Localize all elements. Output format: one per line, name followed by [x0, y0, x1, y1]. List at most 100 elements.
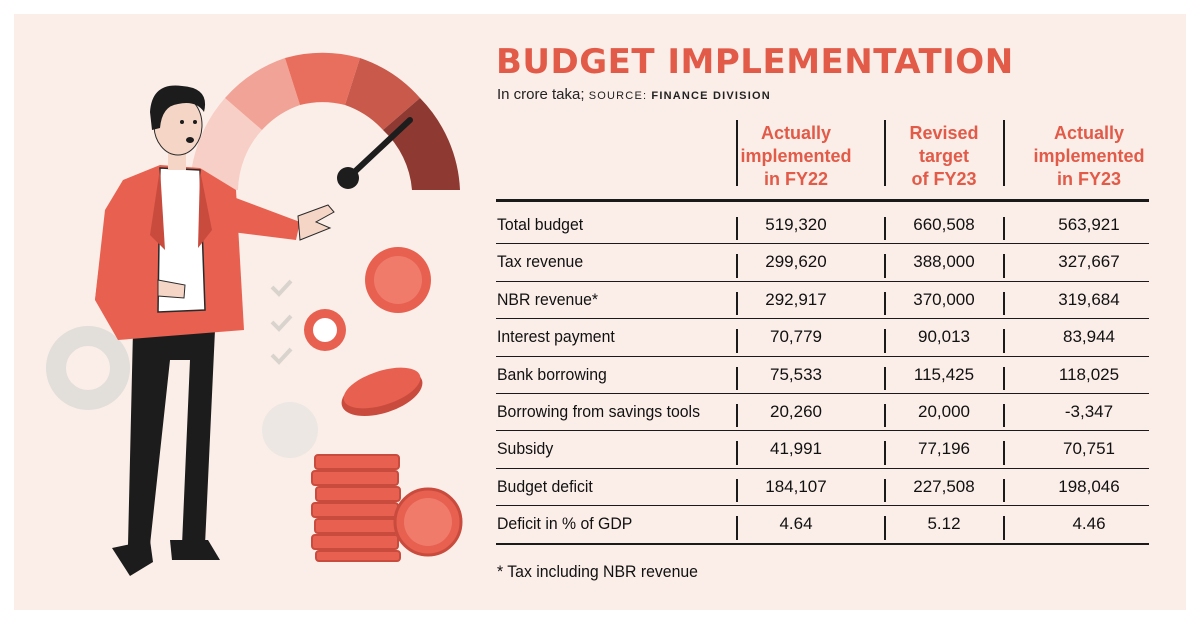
table-cell: 118,025: [1058, 364, 1120, 384]
column-header: Actually implemented in FY23: [1019, 122, 1159, 191]
table-cell: 115,425: [913, 364, 975, 384]
row-divider: [496, 355, 1149, 357]
column-header: Actually implemented in FY22: [726, 122, 866, 191]
column-divider-segment: [1003, 217, 1005, 241]
header-divider: [736, 120, 738, 186]
table-cell: 4.64: [779, 514, 813, 534]
decor-circle-icon: [262, 402, 318, 458]
column-divider-segment: [1003, 478, 1005, 503]
table-cell: 20,260: [770, 402, 822, 421]
column-divider-segment: [736, 366, 738, 390]
column-divider-segment: [884, 291, 886, 316]
column-divider: [884, 211, 886, 540]
table-cell: 563,921: [1058, 215, 1120, 234]
table-cell: 388,000: [913, 252, 975, 272]
decor-ring-icon: [46, 326, 130, 410]
column-divider: [1003, 211, 1005, 540]
column-divider-segment: [884, 329, 886, 353]
column-divider-segment: [736, 404, 738, 428]
column-divider-segment: [1003, 254, 1005, 278]
table-cell: 41,991: [770, 439, 822, 459]
row-divider: [496, 243, 1149, 245]
table-row-label: Borrowing from savings tools: [497, 402, 700, 421]
table-row-label: Bank borrowing: [497, 364, 607, 384]
table-cell: 370,000: [913, 289, 975, 309]
table-row-label: NBR revenue*: [497, 289, 599, 309]
table-row-label: Total budget: [497, 215, 584, 234]
table-cell: 660,508: [913, 215, 975, 234]
table-cell: 5.12: [927, 514, 961, 534]
table-row-label: Budget deficit: [497, 476, 593, 496]
column-divider-segment: [884, 478, 886, 503]
table-cell: 319,684: [1058, 289, 1120, 309]
presenter-illustration: [46, 52, 463, 576]
row-divider: [496, 467, 1149, 469]
column-divider-segment: [1003, 366, 1005, 390]
column-divider-segment: [736, 217, 738, 241]
column-divider-segment: [1003, 516, 1005, 540]
column-header-line: Actually: [1053, 123, 1125, 143]
table-row-label: Subsidy: [497, 439, 554, 459]
column-divider-segment: [884, 441, 886, 465]
header-divider: [1003, 120, 1005, 186]
row-divider: [496, 542, 1149, 545]
row-divider: [496, 430, 1149, 432]
table-row-label: Interest payment: [497, 327, 615, 347]
table-cell: 75,533: [770, 364, 822, 384]
column-divider-segment: [884, 217, 886, 241]
column-header-line: of FY23: [911, 169, 977, 189]
table-cell: 327,667: [1058, 252, 1120, 272]
column-header-line: Actually: [760, 123, 832, 143]
column-header-line: in FY23: [1056, 169, 1122, 189]
column-divider-segment: [884, 366, 886, 390]
table-row-label: Deficit in % of GDP: [497, 514, 633, 534]
row-divider: [496, 505, 1149, 507]
table-cell: 70,779: [770, 327, 822, 347]
table-cell: 4.46: [1072, 514, 1106, 534]
column-header: Revised target of FY23: [884, 122, 1004, 191]
header-rule: [496, 199, 1149, 202]
source-value: FINANCE DIVISION: [651, 90, 771, 102]
column-divider-segment: [736, 254, 738, 278]
table-cell: 83,944: [1063, 327, 1115, 347]
checkmark-icons: [270, 279, 293, 365]
table-cell: 227,508: [913, 476, 975, 496]
column-divider-segment: [736, 478, 738, 503]
footnote: * Tax including NBR revenue: [497, 562, 698, 581]
column-header-line: implemented: [1033, 146, 1145, 166]
subtitle: In crore taka; SOURCE: FINANCE DIVISION: [497, 86, 771, 103]
table-row-label: Tax revenue: [497, 252, 584, 272]
gauge-icon: [190, 52, 460, 190]
column-header-line: implemented: [740, 146, 852, 166]
column-divider: [736, 211, 738, 540]
header-divider: [884, 120, 886, 186]
row-divider: [496, 393, 1149, 394]
row-divider: [496, 318, 1149, 320]
column-divider-segment: [736, 291, 738, 316]
table-cell: 90,013: [918, 327, 970, 347]
coin-icons: [304, 247, 463, 562]
table-cell: 299,620: [765, 252, 827, 272]
column-divider-segment: [1003, 404, 1005, 428]
table-cell: 184,107: [765, 476, 827, 496]
table-cell: 292,917: [765, 289, 827, 309]
column-divider-segment: [736, 516, 738, 540]
column-divider-segment: [884, 254, 886, 278]
table-cell: 198,046: [1058, 476, 1120, 496]
column-divider-segment: [1003, 441, 1005, 465]
row-divider: [496, 280, 1149, 282]
column-divider-segment: [884, 516, 886, 540]
column-divider-segment: [736, 441, 738, 465]
column-divider-segment: [1003, 329, 1005, 353]
table-cell: 77,196: [918, 439, 970, 459]
table-cell: -3,347: [1064, 402, 1114, 421]
table-cell: 20,000: [918, 402, 970, 421]
page-title: BUDGET IMPLEMENTATION: [496, 42, 1014, 82]
column-header-line: Revised: [909, 123, 979, 143]
man-figure-icon: [95, 85, 335, 576]
column-divider-segment: [1003, 291, 1005, 316]
column-divider-segment: [736, 329, 738, 353]
table-cell: 519,320: [765, 215, 827, 234]
column-header-line: in FY22: [763, 169, 829, 189]
source-label: SOURCE:: [588, 90, 648, 102]
